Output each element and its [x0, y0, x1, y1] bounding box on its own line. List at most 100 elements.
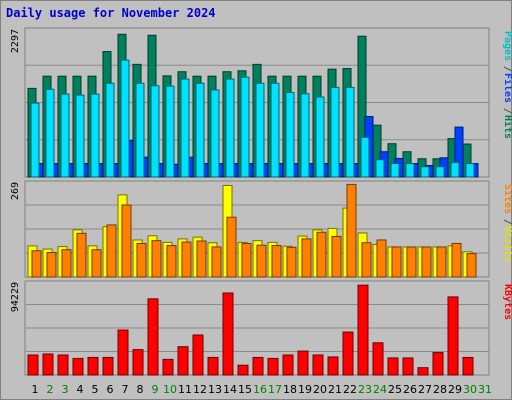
bar-pages-day-13 — [210, 89, 220, 178]
x-tick-label-19: 19 — [298, 383, 312, 396]
bar-pages-day-7 — [120, 59, 130, 178]
x-tick-label-1: 1 — [32, 383, 39, 396]
bar-kbytes-day-29 — [447, 296, 459, 376]
bar-pages-day-24 — [375, 159, 385, 178]
bar-sites-day-27 — [421, 246, 432, 278]
bar-kbytes-day-23 — [357, 284, 369, 376]
x-tick-label-28: 28 — [433, 383, 447, 396]
bar-kbytes-day-14 — [222, 292, 234, 376]
bar-kbytes-day-2 — [42, 353, 54, 376]
panel-kbytes: 94229 KBytes — [10, 280, 512, 376]
x-tick-label-27: 27 — [418, 383, 432, 396]
bar-kbytes-day-7 — [117, 329, 129, 376]
x-tick-label-21: 21 — [328, 383, 342, 396]
bar-sites-day-9 — [151, 240, 162, 278]
bar-sites-day-20 — [316, 231, 327, 278]
bar-pages-day-27 — [420, 166, 430, 178]
bar-pages-day-5 — [90, 93, 100, 178]
bar-kbytes-day-20 — [312, 354, 324, 376]
bar-pages-day-14 — [225, 78, 235, 178]
bar-pages-day-2 — [45, 88, 55, 178]
bar-sites-day-18 — [286, 246, 297, 278]
panel-kbytes-max-label: 94229 — [10, 282, 21, 312]
bar-kbytes-day-24 — [372, 342, 384, 376]
x-tick-label-29: 29 — [448, 383, 462, 396]
bar-kbytes-day-15 — [237, 364, 249, 376]
x-tick-label-10: 10 — [163, 383, 177, 396]
bar-kbytes-day-22 — [342, 331, 354, 376]
x-tick-label-25: 25 — [388, 383, 402, 396]
x-tick-label-24: 24 — [373, 383, 387, 396]
bar-kbytes-day-19 — [297, 350, 309, 376]
bar-sites-day-30 — [466, 253, 477, 278]
panel-visits-sites: 269 Sites /Visits — [10, 180, 512, 278]
bar-kbytes-day-26 — [402, 357, 414, 376]
bar-sites-day-28 — [436, 246, 447, 278]
bar-pages-day-16 — [255, 82, 265, 178]
bar-pages-day-26 — [405, 163, 415, 178]
x-tick-label-23: 23 — [358, 383, 372, 396]
bar-sites-day-11 — [181, 241, 192, 278]
x-tick-label-11: 11 — [178, 383, 192, 396]
x-tick-label-17: 17 — [268, 383, 282, 396]
x-tick-label-15: 15 — [238, 383, 252, 396]
bar-sites-day-26 — [406, 246, 417, 278]
bar-pages-day-4 — [75, 94, 85, 178]
bar-kbytes-day-27 — [417, 367, 429, 376]
bar-sites-day-22 — [346, 183, 357, 278]
bar-pages-day-30 — [465, 163, 475, 178]
x-tick-label-31: 31 — [478, 383, 492, 396]
x-tick-label-2: 2 — [47, 383, 54, 396]
panel-hits-files-pages: 2297 Pages/Files/Hits — [10, 27, 512, 178]
legend-visits-sites-2: Visits — [502, 226, 512, 262]
x-axis: 1 2 3 4 5 6 7 8 9 10 11 12 13 14 15 16 17 18 19 20 21 22 23 24 2… — [32, 383, 493, 396]
bar-kbytes-day-12 — [192, 334, 204, 376]
bar-pages-day-29 — [450, 162, 460, 178]
bar-pages-day-28 — [435, 166, 445, 178]
bar-kbytes-day-4 — [72, 357, 84, 376]
bar-sites-day-5 — [91, 249, 102, 278]
panel-hits-files-pages-max-label: 2297 — [10, 29, 21, 53]
bar-kbytes-day-17 — [267, 357, 279, 376]
x-tick-label-30: 30 — [463, 383, 477, 396]
bar-kbytes-day-3 — [57, 354, 69, 376]
bar-pages-day-15 — [240, 76, 250, 178]
bar-kbytes-day-9 — [147, 298, 159, 376]
x-tick-label-14: 14 — [223, 383, 237, 396]
x-tick-label-9: 9 — [152, 383, 159, 396]
x-tick-label-13: 13 — [208, 383, 222, 396]
bar-sites-day-14 — [226, 216, 237, 278]
x-tick-label-26: 26 — [403, 383, 417, 396]
bar-kbytes-day-13 — [207, 356, 219, 376]
bar-sites-day-15 — [241, 242, 252, 278]
bar-pages-day-9 — [150, 85, 160, 178]
bar-sites-day-29 — [451, 242, 462, 278]
bar-pages-day-1 — [30, 102, 40, 178]
bar-kbytes-day-16 — [252, 356, 264, 376]
x-tick-label-16: 16 — [253, 383, 267, 396]
legend-hits-files-pages-0: Pages — [502, 31, 512, 61]
bar-sites-day-12 — [196, 240, 207, 278]
bar-pages-day-23 — [360, 136, 370, 178]
legend-hits-files-pages-2: Files — [502, 73, 512, 103]
bar-pages-day-10 — [165, 85, 175, 178]
panel-visits-sites-legend: Sites /Visits — [502, 184, 512, 262]
panel-kbytes-legend: KBytes — [502, 284, 512, 320]
bar-kbytes-day-11 — [177, 346, 189, 376]
x-tick-label-5: 5 — [92, 383, 99, 396]
bar-kbytes-day-30 — [462, 356, 474, 376]
bar-kbytes-day-5 — [87, 356, 99, 376]
bar-sites-day-17 — [271, 245, 282, 278]
legend-visits-sites-0: Sites — [502, 184, 512, 214]
bar-sites-day-24 — [376, 239, 387, 278]
x-tick-label-12: 12 — [193, 383, 207, 396]
bar-sites-day-21 — [331, 235, 342, 278]
bar-sites-day-13 — [211, 246, 222, 278]
bar-pages-day-20 — [315, 96, 325, 178]
bar-kbytes-day-18 — [282, 354, 294, 376]
bar-sites-day-25 — [391, 246, 402, 278]
bar-pages-day-3 — [60, 93, 70, 178]
x-tick-label-18: 18 — [283, 383, 297, 396]
bar-kbytes-day-28 — [432, 352, 444, 376]
